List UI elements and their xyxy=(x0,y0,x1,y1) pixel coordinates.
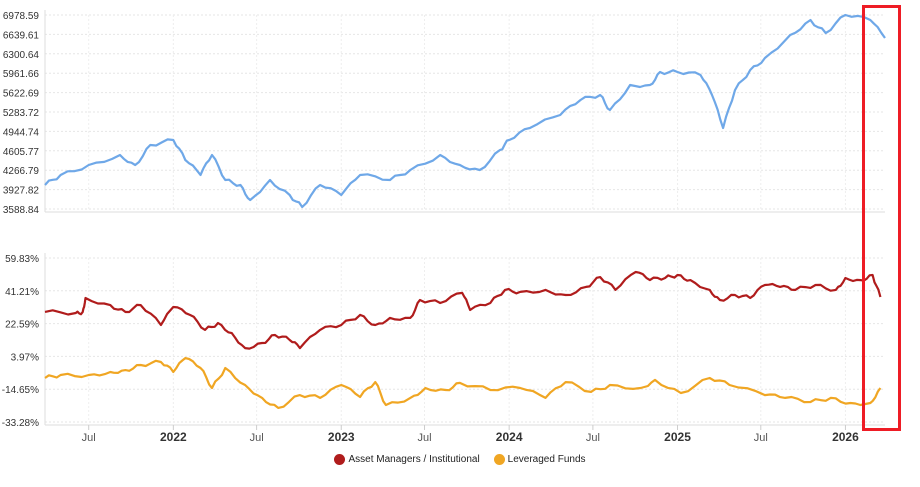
y-tick-label: 6978.59 xyxy=(3,11,40,22)
highlight-annotation-box xyxy=(862,5,901,431)
x-tick-label: Jul xyxy=(82,432,96,444)
x-tick-label: 2026 xyxy=(832,430,859,444)
y-tick-label: 4605.77 xyxy=(3,147,40,158)
y-tick-label: 3588.84 xyxy=(3,205,40,216)
x-tick-label: Jul xyxy=(586,432,600,444)
y-tick-label: -14.65% xyxy=(2,385,39,396)
x-tick-label: Jul xyxy=(754,432,768,444)
legend: Asset Managers / Institutional Leveraged… xyxy=(0,454,920,465)
x-tick-label: 2025 xyxy=(664,430,691,444)
series-line-leveraged-funds xyxy=(44,357,882,409)
x-tick-label: 2024 xyxy=(496,430,523,444)
legend-label-leveraged-funds: Leveraged Funds xyxy=(507,454,586,465)
x-tick-label: 2022 xyxy=(160,430,187,444)
legend-item-asset-managers[interactable]: Asset Managers / Institutional xyxy=(334,454,480,465)
legend-item-leveraged-funds[interactable]: Leveraged Funds xyxy=(493,454,586,465)
series-line-asset-managers-institutional xyxy=(44,270,882,350)
x-tick-label: 2023 xyxy=(328,430,355,444)
legend-marker-leveraged-funds xyxy=(493,454,505,465)
y-tick-label: 4944.74 xyxy=(3,127,40,138)
y-tick-label: 3.97% xyxy=(11,352,39,363)
y-tick-label: 59.83% xyxy=(5,254,39,265)
legend-marker-asset-managers xyxy=(334,454,346,465)
y-tick-label: 6300.64 xyxy=(3,50,40,61)
x-tick-label: Jul xyxy=(250,432,264,444)
x-tick-label: Jul xyxy=(417,432,431,444)
y-tick-label: 3927.82 xyxy=(3,186,40,197)
y-tick-label: 5622.69 xyxy=(3,89,40,100)
series-line-price xyxy=(44,13,886,209)
y-tick-label: 4266.79 xyxy=(3,166,40,177)
y-tick-label: 6639.61 xyxy=(3,30,40,41)
y-tick-label: 41.21% xyxy=(5,287,39,298)
legend-label-asset-managers: Asset Managers / Institutional xyxy=(348,454,480,465)
y-tick-label: -33.28% xyxy=(2,418,39,429)
y-tick-label: 5283.72 xyxy=(3,108,40,119)
y-tick-label: 5961.66 xyxy=(3,69,40,80)
y-tick-label: 22.59% xyxy=(5,320,39,331)
